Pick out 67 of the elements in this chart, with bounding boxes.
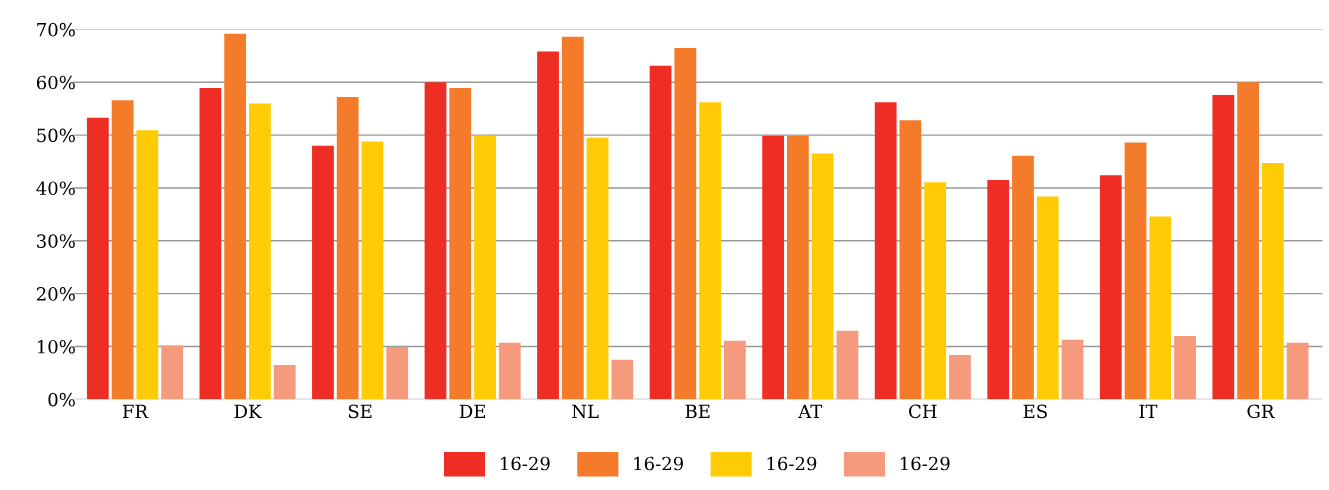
bar [273, 365, 296, 400]
bar [787, 135, 809, 400]
y-tick-label: 20% [36, 287, 75, 301]
bar [424, 82, 447, 400]
bar [699, 102, 721, 400]
bar [136, 130, 159, 400]
bar [586, 137, 609, 400]
bar [561, 36, 584, 400]
bar [1124, 142, 1147, 400]
bar [611, 359, 634, 400]
x-tick-label: DK [234, 404, 262, 418]
y-tick-label: 0% [48, 392, 75, 407]
bar [474, 135, 496, 400]
bar [899, 120, 922, 400]
bar [224, 33, 247, 400]
legend-label: 16-29 [634, 456, 683, 471]
bar [1149, 216, 1172, 400]
bar [1286, 342, 1309, 400]
bar [836, 330, 859, 400]
bar [312, 145, 334, 400]
bar [1212, 94, 1235, 400]
bar [1261, 163, 1284, 400]
bar [336, 97, 359, 400]
x-tick-label: AT [798, 404, 823, 418]
x-tick-label: CH [909, 404, 937, 419]
bar [1036, 196, 1059, 400]
x-tick-label: ES [1023, 404, 1047, 419]
bar [1237, 82, 1259, 400]
x-tick-label: IT [1139, 404, 1158, 418]
bar [199, 88, 222, 400]
bar [987, 180, 1010, 400]
bar [1174, 335, 1196, 400]
y-tick-label: 60% [36, 75, 75, 90]
bar [949, 354, 971, 400]
bar [924, 182, 947, 400]
bar [674, 47, 697, 400]
bar [874, 102, 897, 400]
bar [86, 117, 109, 400]
legend-label: 16-29 [900, 456, 950, 471]
bar [498, 342, 521, 400]
bar [1099, 175, 1122, 400]
bar [1012, 155, 1034, 400]
bar [723, 340, 746, 400]
bar [762, 135, 785, 400]
bar [161, 345, 184, 400]
y-tick-label: 70% [37, 22, 75, 37]
x-tick-label: NL [572, 404, 599, 419]
x-tick-label: BE [685, 404, 710, 418]
x-tick-label: GR [1247, 404, 1275, 419]
bar [111, 100, 134, 400]
legend-label: 16-29 [767, 456, 817, 471]
bar [249, 103, 271, 400]
x-tick-label: DE [459, 404, 486, 418]
y-tick-label: 50% [37, 128, 75, 143]
bar [386, 347, 409, 400]
y-tick-label: 30% [37, 234, 75, 248]
x-tick-label: FR [122, 404, 149, 418]
y-tick-label: 10% [37, 339, 75, 354]
bar [449, 88, 472, 400]
bar [1061, 339, 1084, 400]
legend-label: 16-29 [501, 456, 550, 471]
bar [811, 153, 834, 400]
bar [649, 65, 672, 400]
y-tick-label: 40% [36, 181, 75, 196]
bar [537, 51, 559, 400]
x-tick-label: SE [348, 404, 372, 419]
bar [361, 141, 384, 400]
